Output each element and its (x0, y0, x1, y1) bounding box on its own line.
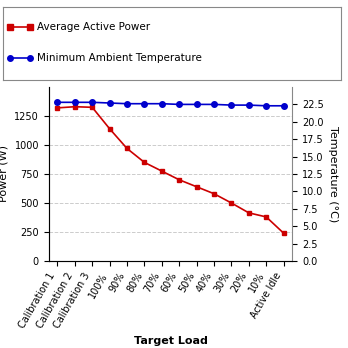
Minimum Ambient Temperature (125, 102, 129, 106)
Y-axis label: Temperature (°C): Temperature (°C) (328, 126, 338, 222)
Average Active Power (282, 231, 286, 235)
Line: Minimum Ambient Temperature: Minimum Ambient Temperature (55, 100, 286, 109)
Minimum Ambient Temperature (212, 102, 216, 106)
X-axis label: Target Load: Target Load (134, 335, 207, 346)
Minimum Ambient Temperature (282, 104, 286, 108)
Average Active Power (142, 160, 147, 165)
Minimum Ambient Temperature (108, 101, 112, 105)
Average Active Power (195, 185, 199, 189)
Minimum Ambient Temperature (264, 104, 268, 108)
Text: Minimum Ambient Temperature: Minimum Ambient Temperature (37, 53, 202, 63)
Minimum Ambient Temperature (142, 102, 147, 106)
Minimum Ambient Temperature (177, 102, 181, 106)
Minimum Ambient Temperature (229, 103, 234, 107)
Minimum Ambient Temperature (90, 100, 94, 104)
Minimum Ambient Temperature (247, 103, 251, 107)
Y-axis label: Power (W): Power (W) (0, 145, 9, 203)
Average Active Power (264, 215, 268, 219)
Minimum Ambient Temperature (195, 102, 199, 106)
Average Active Power (90, 105, 94, 109)
Line: Average Active Power: Average Active Power (55, 104, 286, 236)
Average Active Power (125, 147, 129, 151)
Average Active Power (247, 211, 251, 215)
Average Active Power (160, 169, 164, 173)
Average Active Power (229, 201, 234, 205)
Text: Average Active Power: Average Active Power (37, 22, 150, 32)
Average Active Power (108, 127, 112, 131)
Minimum Ambient Temperature (160, 102, 164, 106)
Average Active Power (212, 192, 216, 196)
Minimum Ambient Temperature (55, 100, 60, 104)
Average Active Power (73, 105, 77, 109)
Average Active Power (55, 106, 60, 110)
Minimum Ambient Temperature (73, 100, 77, 104)
Average Active Power (177, 178, 181, 182)
